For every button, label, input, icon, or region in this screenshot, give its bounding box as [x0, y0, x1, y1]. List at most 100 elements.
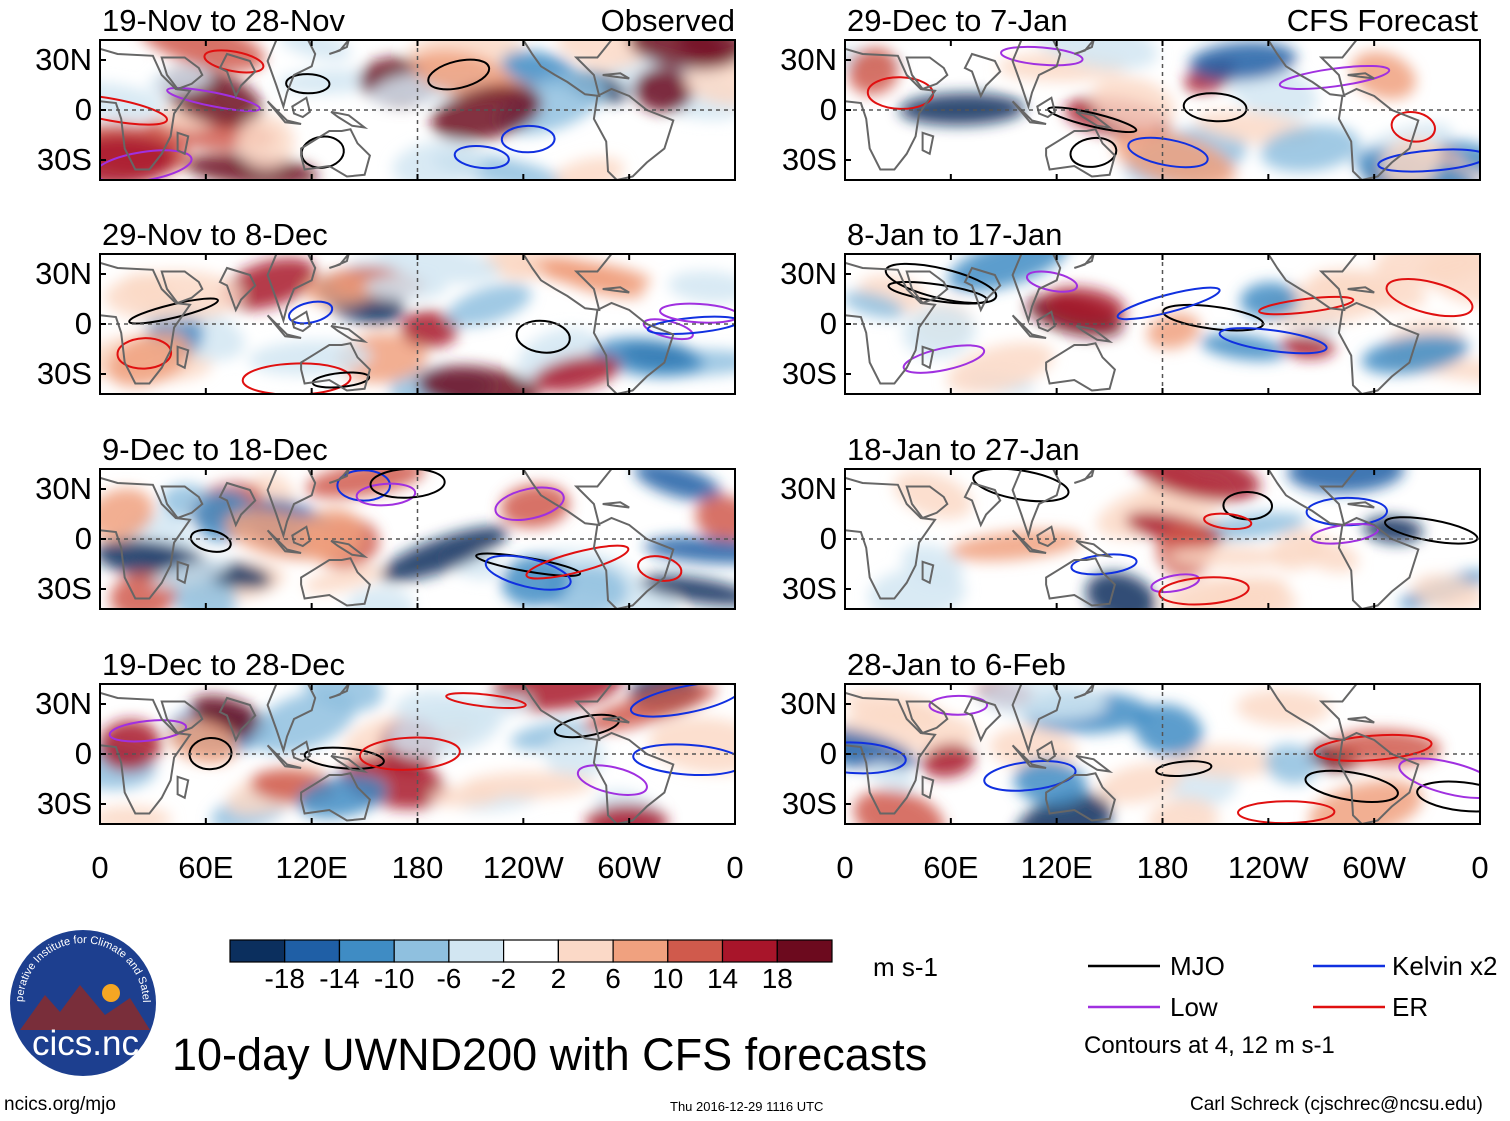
- coastline: [1036, 525, 1057, 548]
- coastline: [845, 47, 937, 171]
- wave-contours: [866, 45, 1480, 173]
- coastline: [1075, 110, 1114, 130]
- panel-period-title: 9-Dec to 18-Dec: [102, 432, 328, 467]
- coastline: [905, 700, 949, 735]
- coastline: [100, 691, 192, 815]
- y-tick-label: 0: [819, 306, 837, 341]
- coastline: [1011, 529, 1047, 554]
- x-tick-label: 180: [391, 850, 444, 885]
- sun-icon: [102, 984, 120, 1002]
- coastline: [522, 469, 613, 527]
- coastline: [100, 47, 192, 171]
- colorbar-swatch: [338, 939, 395, 963]
- x-tick-label: 120W: [482, 850, 564, 885]
- colorbar-tick-label: 14: [706, 963, 739, 994]
- coastline: [963, 52, 1002, 99]
- coastline: [300, 342, 372, 392]
- coastline: [592, 301, 675, 394]
- coastline: [218, 52, 257, 99]
- coastline: [266, 254, 317, 325]
- coastline: [330, 110, 369, 130]
- coastline: [176, 775, 190, 800]
- colorbar-swatch: [284, 939, 341, 963]
- x-tick-label: 120E: [275, 850, 348, 885]
- coastline: [1011, 254, 1062, 325]
- colorbar-swatch: [557, 939, 614, 963]
- y-tick-label: 0: [819, 736, 837, 771]
- coastline: [1347, 286, 1375, 294]
- coastline: [845, 476, 937, 600]
- legend-label: MJO: [1170, 951, 1225, 981]
- coastline: [160, 270, 204, 305]
- coastline: [602, 72, 630, 80]
- coastline: [522, 40, 613, 98]
- coastline: [592, 516, 675, 609]
- colorbar-tick-label: -14: [319, 963, 360, 994]
- y-tick-label: 30S: [36, 571, 92, 606]
- y-tick-label: 30S: [781, 786, 837, 821]
- coastline: [905, 270, 949, 305]
- y-tick-label: 30S: [781, 142, 837, 177]
- coastline: [1347, 72, 1375, 80]
- map-panel: [844, 253, 1481, 395]
- panel-period-title: 8-Jan to 17-Jan: [847, 217, 1063, 252]
- map-panel: [844, 39, 1481, 181]
- x-tick-label: 0: [836, 850, 854, 885]
- coastline: [592, 87, 675, 180]
- coastline: [1036, 310, 1057, 333]
- coastline: [176, 560, 190, 585]
- legend-label: ER: [1392, 992, 1429, 1022]
- coastline: [1267, 40, 1358, 98]
- y-tick-label: 30N: [780, 686, 837, 721]
- y-tick-label: 0: [74, 92, 92, 127]
- footer-url[interactable]: ncics.org/mjo: [4, 1094, 116, 1115]
- wave-contours: [100, 49, 556, 180]
- coastline: [1267, 254, 1358, 312]
- coastline: [291, 525, 312, 548]
- x-tick-label: 60E: [178, 850, 234, 885]
- colorbar-swatch: [448, 939, 505, 963]
- coastline: [1011, 469, 1062, 540]
- y-tick-label: 0: [819, 521, 837, 556]
- y-tick-label: 30N: [35, 471, 92, 506]
- panel-period-title: 18-Jan to 27-Jan: [847, 432, 1080, 467]
- coastline: [845, 261, 937, 385]
- coastline: [522, 254, 613, 312]
- y-tick-label: 30N: [35, 686, 92, 721]
- coastline: [921, 560, 935, 585]
- coastline: [1075, 324, 1114, 344]
- map-panel: [99, 683, 736, 825]
- x-tick-label: 0: [1471, 850, 1489, 885]
- coastline: [1073, 254, 1095, 269]
- coastline: [1011, 314, 1047, 339]
- coastline: [963, 481, 1002, 528]
- coastline: [330, 754, 369, 774]
- coastline: [1075, 754, 1114, 774]
- anomaly-shading: [100, 40, 735, 180]
- coastline: [291, 96, 312, 119]
- colorbar-tick-label: 6: [605, 963, 621, 994]
- x-tick-label: 60W: [1342, 850, 1407, 885]
- legend-label: Kelvin x2: [1392, 951, 1498, 981]
- coastline: [1337, 516, 1420, 609]
- x-tick-label: 120W: [1227, 850, 1309, 885]
- y-tick-label: 30N: [780, 471, 837, 506]
- coastline: [218, 481, 257, 528]
- coastline: [1267, 684, 1358, 742]
- wave-contours: [108, 684, 735, 796]
- y-tick-label: 30N: [780, 42, 837, 77]
- logo-text: cics.nc: [32, 1024, 139, 1063]
- y-tick-label: 0: [74, 521, 92, 556]
- coastline: [160, 485, 204, 520]
- coastline: [218, 696, 257, 743]
- colorbar-tick-label: -10: [373, 963, 415, 994]
- x-tick-label: 180: [1136, 850, 1189, 885]
- coastline: [921, 775, 935, 800]
- x-tick-label: 120E: [1020, 850, 1093, 885]
- coastline: [176, 345, 190, 370]
- map-panel: [844, 468, 1481, 610]
- coastline: [1011, 40, 1062, 111]
- coastline: [1347, 716, 1375, 724]
- map-panel: [99, 468, 736, 610]
